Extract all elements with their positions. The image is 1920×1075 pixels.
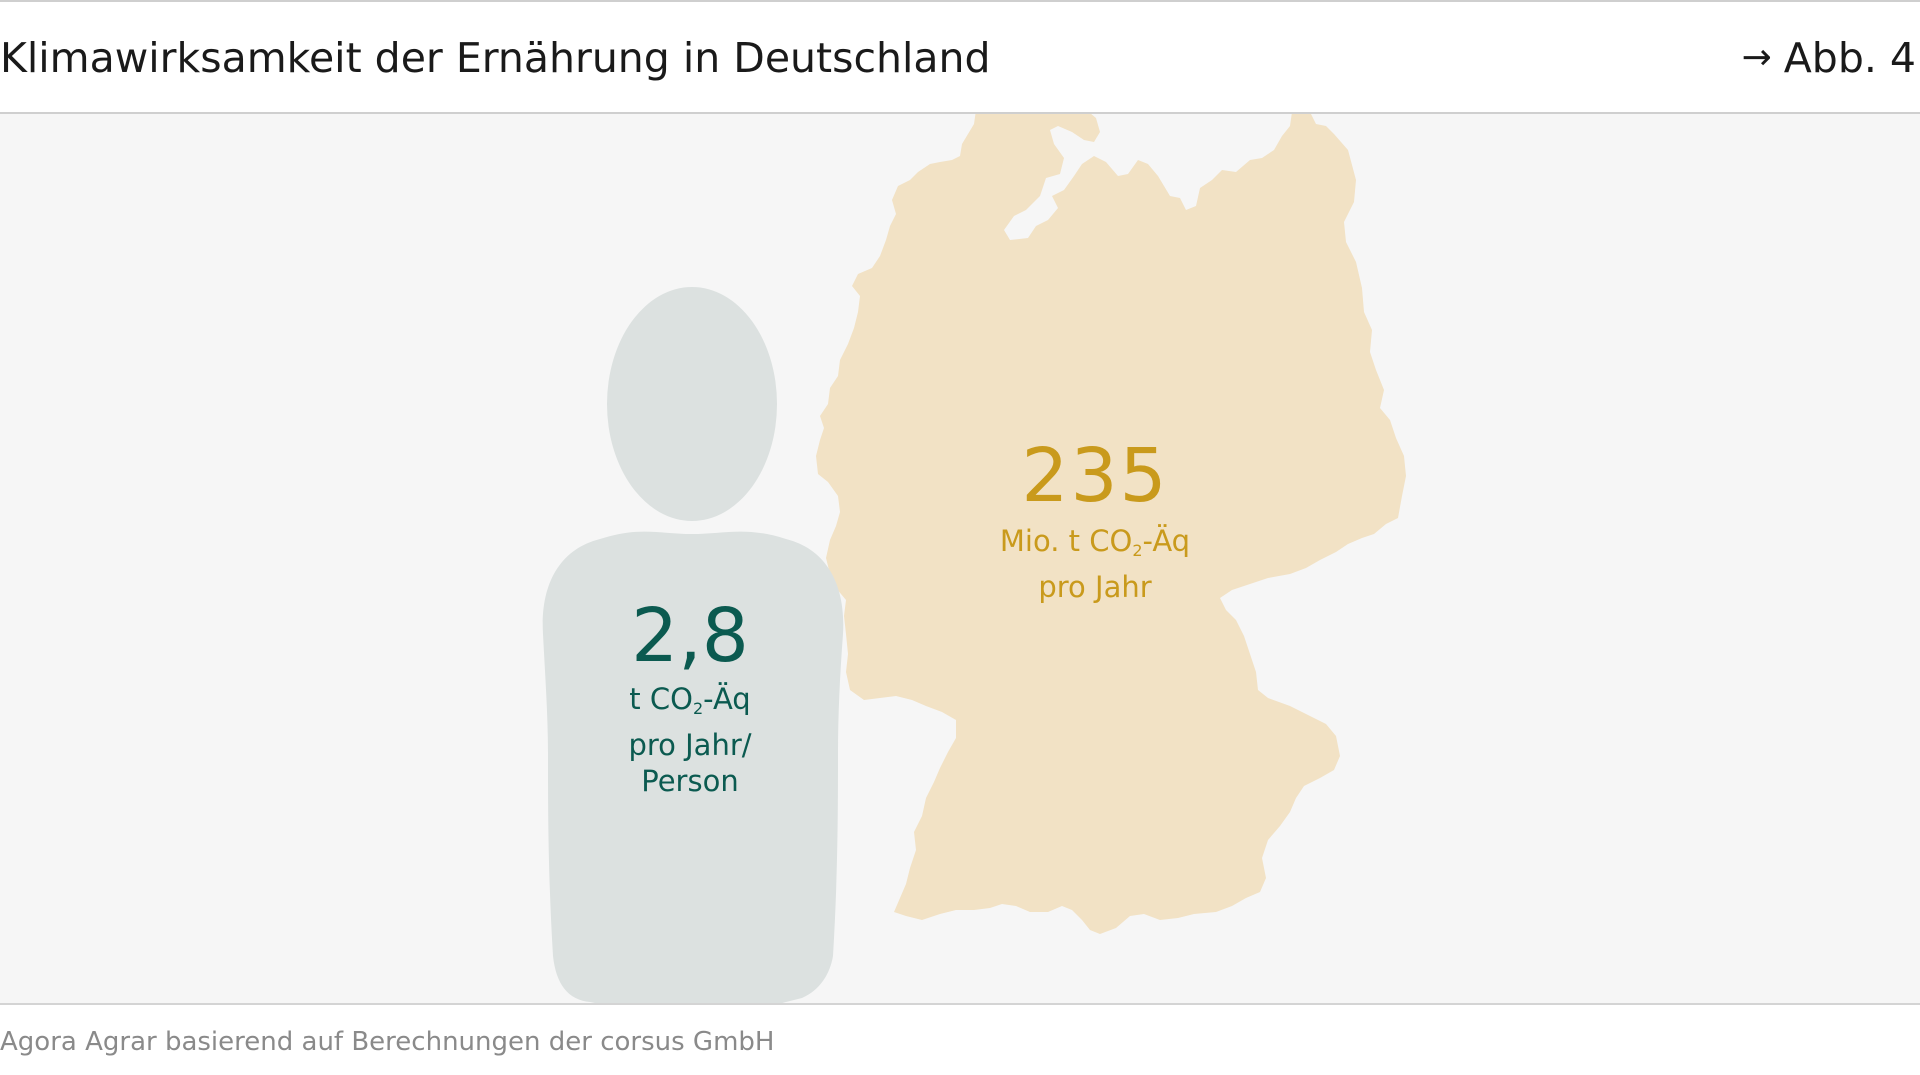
germany-unit-line-2: pro Jahr <box>1038 570 1152 604</box>
figure-reference[interactable]: → Abb. 4 <box>1742 32 1916 84</box>
figure-title: Klimawirksamkeit der Ernährung in Deutsc… <box>0 34 991 82</box>
person-value: 2,8 <box>631 593 749 679</box>
source-note: Agora Agrar basierend auf Berechnungen d… <box>0 1027 775 1057</box>
germany-unit-prefix: Mio. t CO <box>999 524 1133 558</box>
person-value-label: 2,8 t CO2-Äq pro Jahr/ Person <box>540 599 840 799</box>
person-unit-line-2: pro Jahr/ <box>628 728 752 762</box>
germany-unit-suffix: -Äq <box>1142 524 1191 558</box>
germany-unit-sub: 2 <box>1132 541 1143 560</box>
germany-map-icon <box>816 114 1406 934</box>
person-unit-prefix: t CO <box>629 682 693 716</box>
person-unit-line-3: Person <box>641 764 739 798</box>
arrow-right-icon: → <box>1741 37 1772 78</box>
person-unit-sub: 2 <box>692 699 704 718</box>
person-unit-suffix: -Äq <box>703 682 751 716</box>
person-unit-line-1: t CO2-Äq <box>540 681 840 727</box>
infographic-panel: 235 Mio. t CO2-Äq pro Jahr 2,8 t CO2-Äq … <box>0 114 1920 1005</box>
figure-reference-label: Abb. 4 <box>1783 34 1916 82</box>
germany-unit-line-1: Mio. t CO2-Äq <box>945 523 1245 569</box>
top-rule <box>0 0 1920 2</box>
person-silhouette-icon <box>542 287 844 1003</box>
infographic-graphic <box>542 114 1406 1003</box>
germany-value: 235 <box>1021 433 1169 519</box>
germany-value-label: 235 Mio. t CO2-Äq pro Jahr <box>945 439 1245 605</box>
header: Klimawirksamkeit der Ernährung in Deutsc… <box>0 2 1920 114</box>
